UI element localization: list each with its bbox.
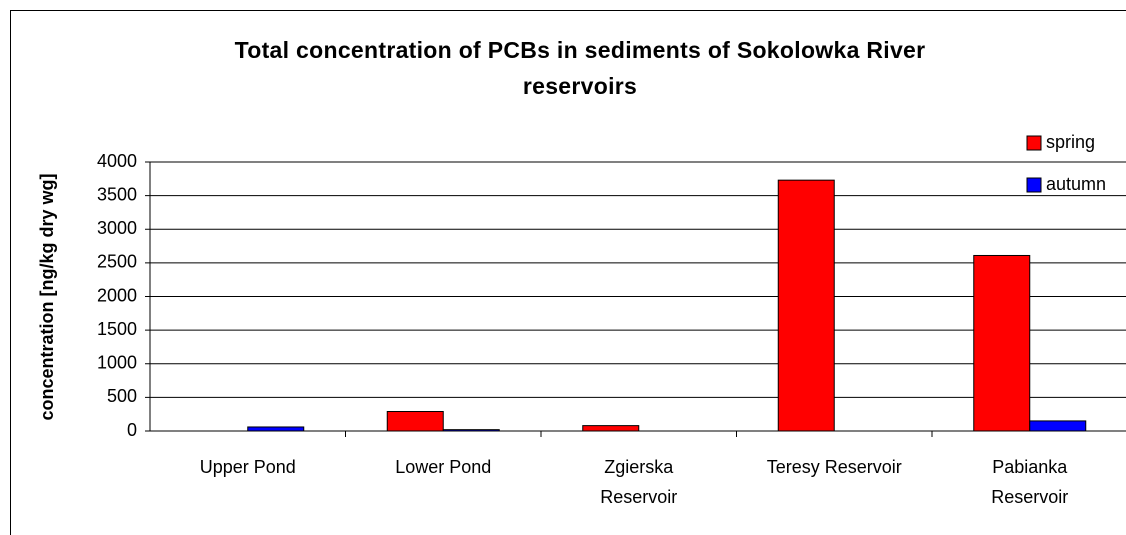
chart-border <box>10 10 1126 535</box>
x-tick-label: Teresy Reservoir <box>766 457 902 477</box>
legend-swatch <box>1026 177 1042 193</box>
bar <box>386 410 444 432</box>
y-tick-label: 1000 <box>97 353 137 373</box>
bar <box>442 429 500 432</box>
chart-title: Total concentration of PCBs in sediments… <box>234 37 926 99</box>
legend-label: autumn <box>1046 174 1106 194</box>
legend-swatch <box>1026 135 1042 151</box>
y-tick-label: 4000 <box>97 151 137 171</box>
y-tick-label: 0 <box>127 420 137 440</box>
y-axis-label: concentration [ng/kg dry wg] <box>37 173 57 420</box>
bar <box>582 425 640 432</box>
y-tick-label: 500 <box>107 386 137 406</box>
y-tick-label: 2500 <box>97 252 137 272</box>
y-tick-label: 2000 <box>97 285 137 305</box>
bar <box>1029 420 1087 432</box>
legend-label: spring <box>1046 132 1095 152</box>
x-tick-label: Upper Pond <box>199 457 296 477</box>
x-tick-label: Lower Pond <box>395 457 492 477</box>
bar <box>973 254 1031 432</box>
x-tick-label: Pabianka Reservoir <box>991 457 1069 507</box>
x-tick-label: Zgierska Reservoir <box>600 457 678 507</box>
bar <box>777 179 835 432</box>
y-tick-label: 1500 <box>97 319 137 339</box>
y-tick-label: 3000 <box>97 218 137 238</box>
bar <box>247 426 305 432</box>
y-tick-label: 3500 <box>97 184 137 204</box>
